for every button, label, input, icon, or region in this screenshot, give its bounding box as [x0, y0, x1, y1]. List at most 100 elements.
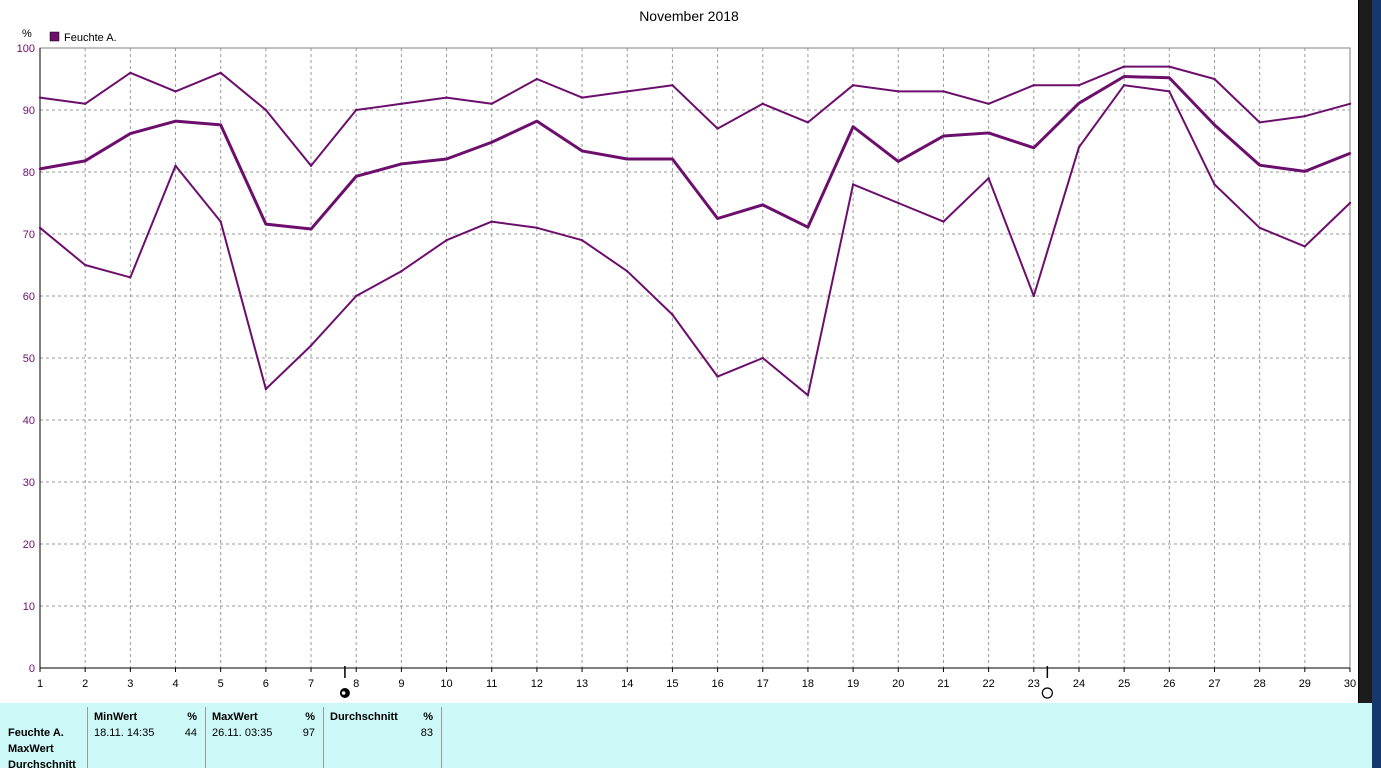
x-tick-label: 16 [711, 678, 723, 690]
data-point [716, 375, 719, 378]
data-point [1077, 101, 1081, 105]
data-point [400, 102, 403, 106]
data-point [355, 108, 358, 112]
data-point [987, 131, 990, 135]
series-line-minwert [39, 84, 1351, 397]
moon-new-icon [1041, 687, 1053, 699]
window-edge [1372, 0, 1381, 768]
data-point [987, 177, 990, 180]
max-unit: % [305, 711, 315, 723]
data-point [851, 183, 855, 186]
avg-header: Durchschnitt [330, 711, 398, 723]
data-point [897, 90, 900, 93]
min-value: 44 [184, 727, 197, 739]
data-point [445, 157, 448, 161]
data-point [83, 159, 87, 163]
data-point [897, 160, 900, 163]
data-point [761, 203, 764, 207]
data-point [1348, 152, 1352, 155]
data-point [83, 263, 87, 267]
data-point [174, 119, 177, 123]
data-point [806, 121, 810, 124]
data-point [1258, 121, 1261, 124]
x-tick-label: 7 [308, 678, 314, 690]
data-point [264, 387, 268, 391]
y-tick-label: 20 [23, 539, 35, 551]
data-point [1168, 65, 1171, 68]
x-tick-label: 13 [576, 678, 588, 690]
data-point [1122, 65, 1126, 68]
row-label-avg: Durchschnitt [8, 759, 76, 768]
row-label-max: MaxWert [8, 743, 54, 755]
data-point [355, 294, 358, 298]
x-tick-label: 15 [666, 678, 678, 690]
data-point [671, 84, 674, 87]
data-point [1032, 146, 1035, 150]
data-point [1168, 76, 1171, 79]
x-tick-label: 6 [263, 678, 269, 690]
data-point [761, 356, 764, 360]
data-point [264, 222, 268, 226]
data-point [626, 157, 629, 161]
min-header: MinWert [94, 711, 138, 723]
data-point [490, 220, 493, 223]
row-label-sensor: Feuchte A. [8, 727, 64, 739]
x-tick-label: 4 [172, 678, 178, 690]
y-tick-label: 0 [29, 663, 35, 675]
data-point [445, 239, 448, 242]
data-point [1258, 226, 1261, 229]
data-point [1303, 245, 1307, 248]
data-point [309, 227, 313, 231]
y-unit-label: % [22, 28, 32, 40]
data-point [1303, 115, 1307, 118]
x-tick-label: 17 [757, 678, 769, 690]
data-point [716, 217, 719, 220]
data-point [671, 157, 674, 161]
y-tick-label: 40 [23, 415, 35, 427]
data-point [129, 71, 132, 75]
data-point [309, 344, 313, 347]
x-tick-label: 20 [892, 678, 904, 690]
data-point [1077, 84, 1081, 87]
data-point [1168, 90, 1171, 93]
y-tick-label: 100 [17, 43, 35, 55]
data-point [1348, 201, 1352, 205]
min-unit: % [187, 711, 197, 723]
data-point [1032, 294, 1035, 298]
data-point [1122, 75, 1126, 78]
series-layer [38, 65, 1352, 397]
x-tick-label: 3 [127, 678, 133, 690]
x-tick-label: 5 [218, 678, 224, 690]
chart-title: November 2018 [639, 8, 739, 24]
x-tick-label: 24 [1073, 678, 1085, 690]
data-point [535, 119, 539, 123]
y-tick-label: 10 [23, 601, 35, 613]
y-tick-label: 60 [23, 291, 35, 303]
x-tick-label: 29 [1299, 678, 1311, 690]
x-tick-label: 22 [982, 678, 994, 690]
data-point [355, 175, 358, 178]
x-tick-label: 21 [937, 678, 949, 690]
x-tick-label: 23 [1028, 678, 1040, 690]
data-point [219, 220, 222, 223]
series-line-maxwert [39, 65, 1351, 167]
data-point [1032, 84, 1035, 87]
avg-unit: % [423, 711, 433, 723]
y-tick-label: 70 [23, 229, 35, 241]
data-point [987, 102, 990, 106]
data-point [490, 102, 493, 106]
data-point [309, 164, 313, 167]
data-point [942, 134, 945, 138]
data-point [129, 132, 132, 135]
x-tick-label: 8 [353, 678, 359, 690]
data-point [1077, 146, 1081, 149]
data-point [626, 270, 629, 273]
data-point [1258, 163, 1261, 167]
data-point [445, 96, 448, 99]
moon-highlight [341, 691, 346, 695]
avg-column: Durchschnitt % 83 [323, 707, 442, 768]
data-point [897, 201, 900, 205]
data-point [264, 108, 268, 112]
chart-area: November 2018 % Feuchte A. 0 10 20 30 40 50 60… [17, 8, 1356, 699]
